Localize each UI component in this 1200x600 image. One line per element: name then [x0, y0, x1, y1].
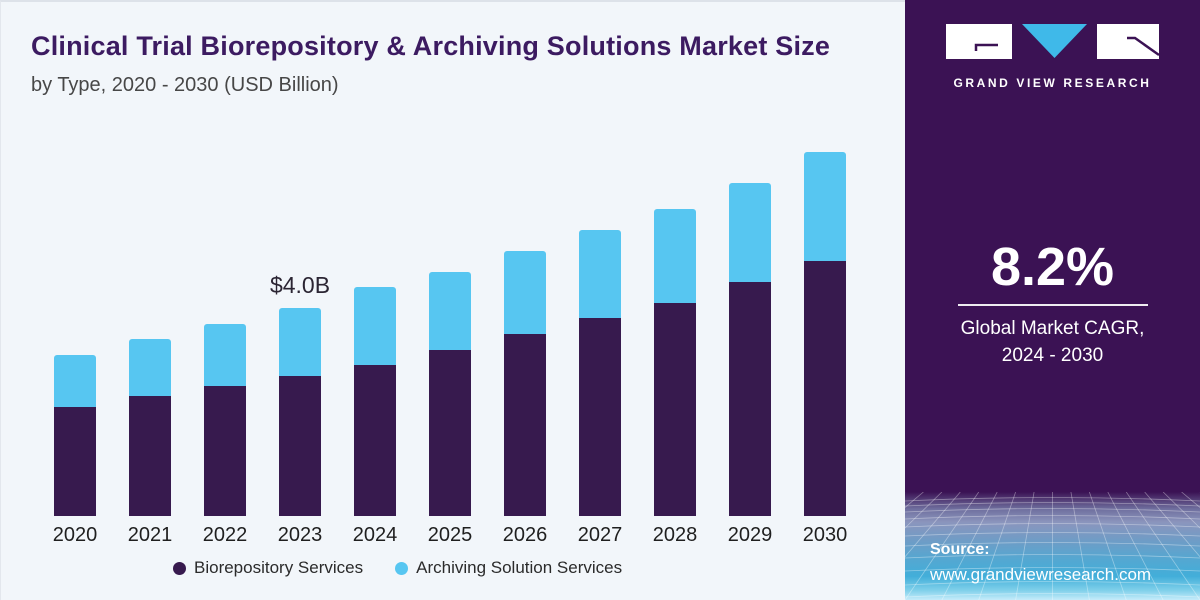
biorepository-segment	[504, 334, 546, 516]
legend-item-biorepository: Biorepository Services	[173, 558, 363, 578]
source-url: www.grandviewresearch.com	[930, 565, 1152, 584]
biorepository-segment	[429, 349, 471, 516]
biorepository-segment	[54, 406, 96, 516]
biorepository-segment	[804, 261, 846, 516]
bar-column-2027: 2027	[578, 230, 622, 546]
x-tick: 2024	[352, 524, 398, 546]
archiving-segment	[354, 287, 396, 366]
x-tick: 2023	[277, 524, 323, 546]
bar-column-2021: 2021	[128, 339, 172, 546]
biorepository-segment	[579, 318, 621, 516]
archiving-segment	[804, 152, 846, 262]
legend-label-archiving: Archiving Solution Services	[416, 558, 623, 577]
stat-divider	[957, 304, 1148, 306]
gvr-logo-icon	[946, 24, 1160, 59]
archiving-segment	[54, 354, 96, 407]
x-tick: 2030	[802, 524, 848, 546]
legend-dot-biorepository-icon	[173, 561, 186, 575]
bar-column-2020: 2020	[53, 354, 97, 546]
x-tick: 2026	[502, 524, 548, 546]
cagr-value: 8.2%	[990, 237, 1115, 297]
x-tick: 2020	[52, 524, 98, 546]
bar-column-2026: 2026	[503, 250, 547, 546]
chart-subtitle: by Type, 2020 - 2030 (USD Billion)	[31, 74, 339, 96]
legend-item-archiving: Archiving Solution Services	[395, 558, 622, 578]
cagr-stat: 8.2% Global Market CAGR, 2024 - 2030	[905, 240, 1200, 369]
x-tick: 2028	[652, 524, 698, 546]
biorepository-segment	[279, 375, 321, 516]
value-annotation: $4.0B	[269, 272, 331, 299]
bar-column-2029: 2029	[728, 183, 772, 546]
mesh-footer: Source: www.grandviewresearch.com	[905, 492, 1200, 600]
mesh-grid-icon	[905, 492, 1200, 600]
source-block: Source: www.grandviewresearch.com	[930, 538, 1151, 587]
bar-column-2022: 2022	[203, 323, 247, 546]
archiving-segment	[279, 308, 321, 376]
x-tick: 2021	[127, 524, 173, 546]
archiving-segment	[504, 250, 546, 334]
legend-label-biorepository: Biorepository Services	[194, 558, 364, 577]
legend-dot-archiving-icon	[395, 561, 409, 575]
archiving-segment	[429, 271, 471, 350]
archiving-segment	[129, 339, 171, 397]
archiving-segment	[579, 230, 621, 319]
x-tick: 2025	[427, 524, 473, 546]
brand-name: GRAND VIEW RESEARCH	[953, 76, 1152, 90]
chart-panel: Clinical Trial Biorepository & Archiving…	[0, 0, 905, 600]
cagr-label: Global Market CAGR, 2024 - 2030	[960, 318, 1145, 366]
bar-column-2024: 2024	[353, 287, 397, 546]
archiving-segment	[204, 323, 246, 386]
biorepository-segment	[729, 282, 771, 516]
bar-column-2028: 2028	[653, 209, 697, 546]
archiving-segment	[729, 183, 771, 282]
biorepository-segment	[204, 386, 246, 516]
biorepository-segment	[354, 365, 396, 516]
x-tick: 2027	[577, 524, 623, 546]
bar-chart: 2020 2021 2022 2023 $4.0B 2024 2025 2026 2027 202…	[31, 140, 847, 546]
page-title: Clinical Trial Biorepository & Archiving…	[31, 31, 831, 61]
archiving-segment	[654, 209, 696, 303]
source-label: Source:	[930, 541, 990, 558]
brand-sidebar: GRAND VIEW RESEARCH 8.2% Global Market C…	[905, 0, 1200, 600]
gvr-logo: GRAND VIEW RESEARCH	[905, 24, 1200, 90]
biorepository-segment	[654, 302, 696, 516]
x-tick: 2029	[727, 524, 773, 546]
x-tick: 2022	[202, 524, 248, 546]
chart-legend: Biorepository Services Archiving Solutio…	[173, 558, 622, 578]
biorepository-segment	[129, 396, 171, 516]
bar-column-2030: 2030	[803, 152, 847, 546]
bar-column-2023: 2023 $4.0B	[270, 272, 330, 546]
bar-column-2025: 2025	[428, 271, 472, 546]
